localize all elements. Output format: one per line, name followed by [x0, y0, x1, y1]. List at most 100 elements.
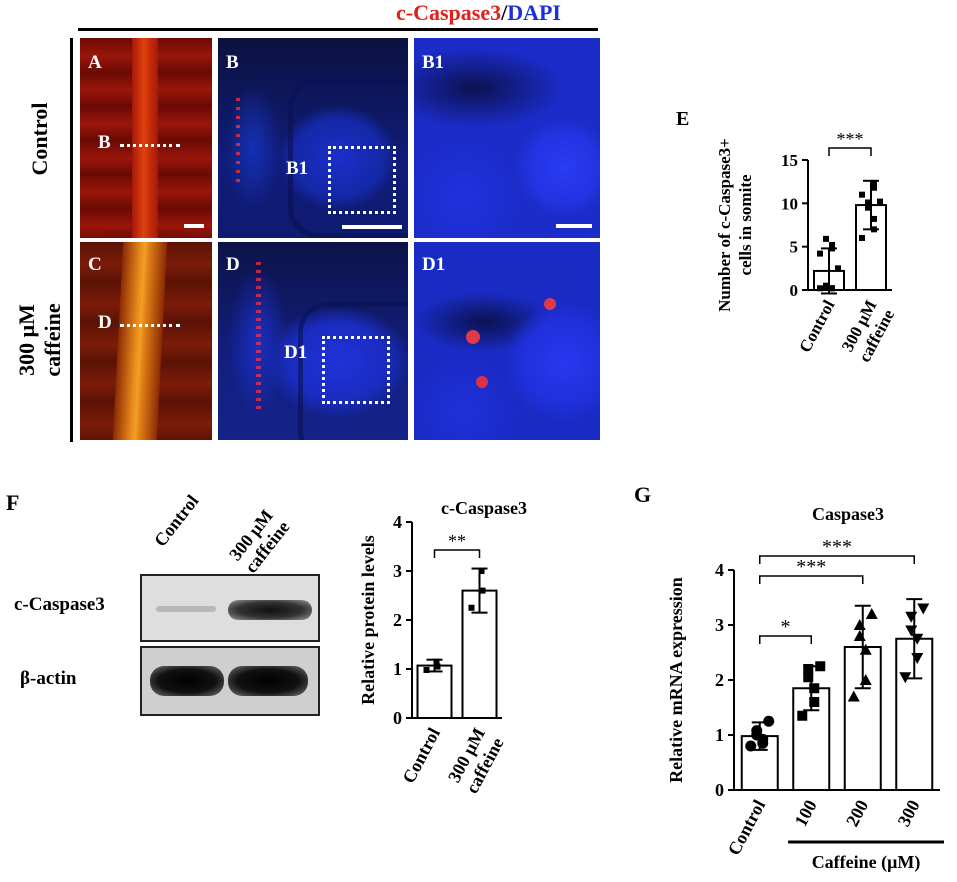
line-label-b: B [98, 132, 111, 153]
scale-bar-a [184, 224, 204, 228]
figure-title: c-Caspase3/DAPI [0, 0, 957, 26]
micrograph-c: C D [80, 242, 212, 440]
blot-lane-label-caffeine: 300 μM caffeine [225, 465, 324, 577]
band-caspase-control [156, 606, 216, 612]
blot-label-caspase: c-Caspase3 [14, 594, 105, 615]
significance-bracket [433, 549, 481, 558]
data-point [917, 603, 930, 615]
data-point [423, 666, 430, 673]
significance-label: * [781, 616, 791, 638]
y-axis-label: cells in somite [736, 174, 755, 275]
chart-g: Caspase3 Relative mRNA expression 0 1 2 3 4 Con… [666, 504, 944, 873]
zoom-box-b1 [328, 146, 396, 214]
micrograph-d1: D1 [414, 242, 600, 440]
data-point [817, 285, 823, 292]
x-tick-label-group: 100 [790, 796, 820, 829]
data-point [905, 611, 918, 623]
data-point [829, 285, 835, 292]
data-point [859, 191, 865, 198]
blot-label-actin: β-actin [20, 668, 77, 689]
y-tick-label: 4 [715, 560, 724, 580]
panel-label-b1: B1 [422, 52, 445, 73]
panel-label-c: C [88, 254, 102, 275]
somite-outline-d [298, 302, 408, 440]
data-point [853, 630, 866, 641]
row-label-control-line: Control [27, 102, 52, 176]
y-axis-label: Relative mRNA expression [666, 577, 686, 783]
x-tick-label: 300 [893, 796, 923, 829]
panel-label-b: B [226, 52, 239, 73]
data-point [865, 204, 871, 211]
neural-tube-c [112, 242, 168, 440]
lane-control-text: Control [150, 490, 203, 551]
row-label-caffeine-line1: 300 μM [14, 304, 39, 376]
scale-bar-b [342, 225, 402, 229]
caspase-signal-d [256, 262, 261, 412]
row-bracket-caffeine [70, 240, 73, 442]
significance-label: *** [822, 536, 852, 558]
data-point [434, 663, 441, 670]
data-point [809, 697, 820, 707]
data-point [479, 587, 486, 594]
y-tick-label: 2 [393, 610, 402, 630]
bar [416, 664, 453, 720]
significance-bracket [759, 555, 915, 564]
row-bracket-control [70, 38, 73, 240]
panel-letter-g: G [634, 482, 652, 507]
data-point [911, 653, 924, 664]
title-caspase: c-Caspase3 [395, 0, 502, 25]
significance-bracket [759, 575, 864, 584]
y-tick-label: 3 [393, 561, 402, 581]
data-point [905, 625, 918, 637]
data-point [468, 604, 475, 611]
chart-f: c-Caspase3 Relative protein levels 0 1 2 3 4 Co… [358, 498, 527, 797]
y-tick-label: 0 [790, 281, 799, 300]
micrograph-a: A B [80, 38, 212, 238]
data-point [877, 198, 883, 205]
chart-title: Caspase3 [812, 504, 884, 524]
x-tick-label-group: 200 [842, 796, 872, 829]
blot-caspase [140, 574, 320, 642]
title-rule [78, 28, 598, 31]
panel-label-d: D [226, 254, 240, 275]
data-point [823, 235, 829, 242]
data-point [763, 715, 775, 727]
y-tick-label: 4 [393, 512, 402, 532]
data-point [803, 664, 814, 674]
panel-letter-e: E [676, 108, 690, 130]
y-tick-label: 0 [393, 708, 402, 728]
x-tick-label-group: Control [795, 297, 838, 356]
x-tick-label-group: Control [724, 796, 770, 858]
x-tick-label: Control [724, 796, 770, 858]
box-label-b1: B1 [286, 158, 309, 179]
title-dapi: DAPI [507, 0, 561, 25]
y-tick-label: 15 [781, 151, 798, 170]
data-point [751, 725, 763, 737]
data-point [835, 265, 841, 272]
blot-lane-label-control: Control [150, 451, 234, 551]
y-tick-label: 1 [715, 725, 724, 745]
data-point [871, 181, 877, 188]
x-group-label: Caffeine (μM) [812, 852, 921, 873]
data-point [911, 633, 924, 645]
panel-label-a: A [88, 52, 102, 73]
data-point [745, 740, 757, 752]
x-tick-label: Control [398, 724, 444, 786]
y-tick-label: 3 [715, 615, 724, 635]
row-label-caffeine: 300 μM caffeine [14, 280, 66, 400]
data-point [859, 674, 872, 685]
data-point [815, 661, 826, 672]
neural-tube-a [132, 38, 158, 238]
data-point [853, 619, 866, 630]
data-point [865, 199, 871, 206]
data-point [899, 672, 912, 684]
chart-title: c-Caspase3 [441, 498, 527, 518]
data-point [797, 710, 808, 721]
caspase-spot-2 [544, 298, 556, 310]
micrograph-b: B B1 [218, 38, 408, 238]
panel-label-d1: D1 [422, 254, 446, 275]
micrograph-d: D D1 [218, 242, 408, 440]
zoom-box-d1 [322, 336, 390, 404]
blot-actin [140, 646, 320, 716]
